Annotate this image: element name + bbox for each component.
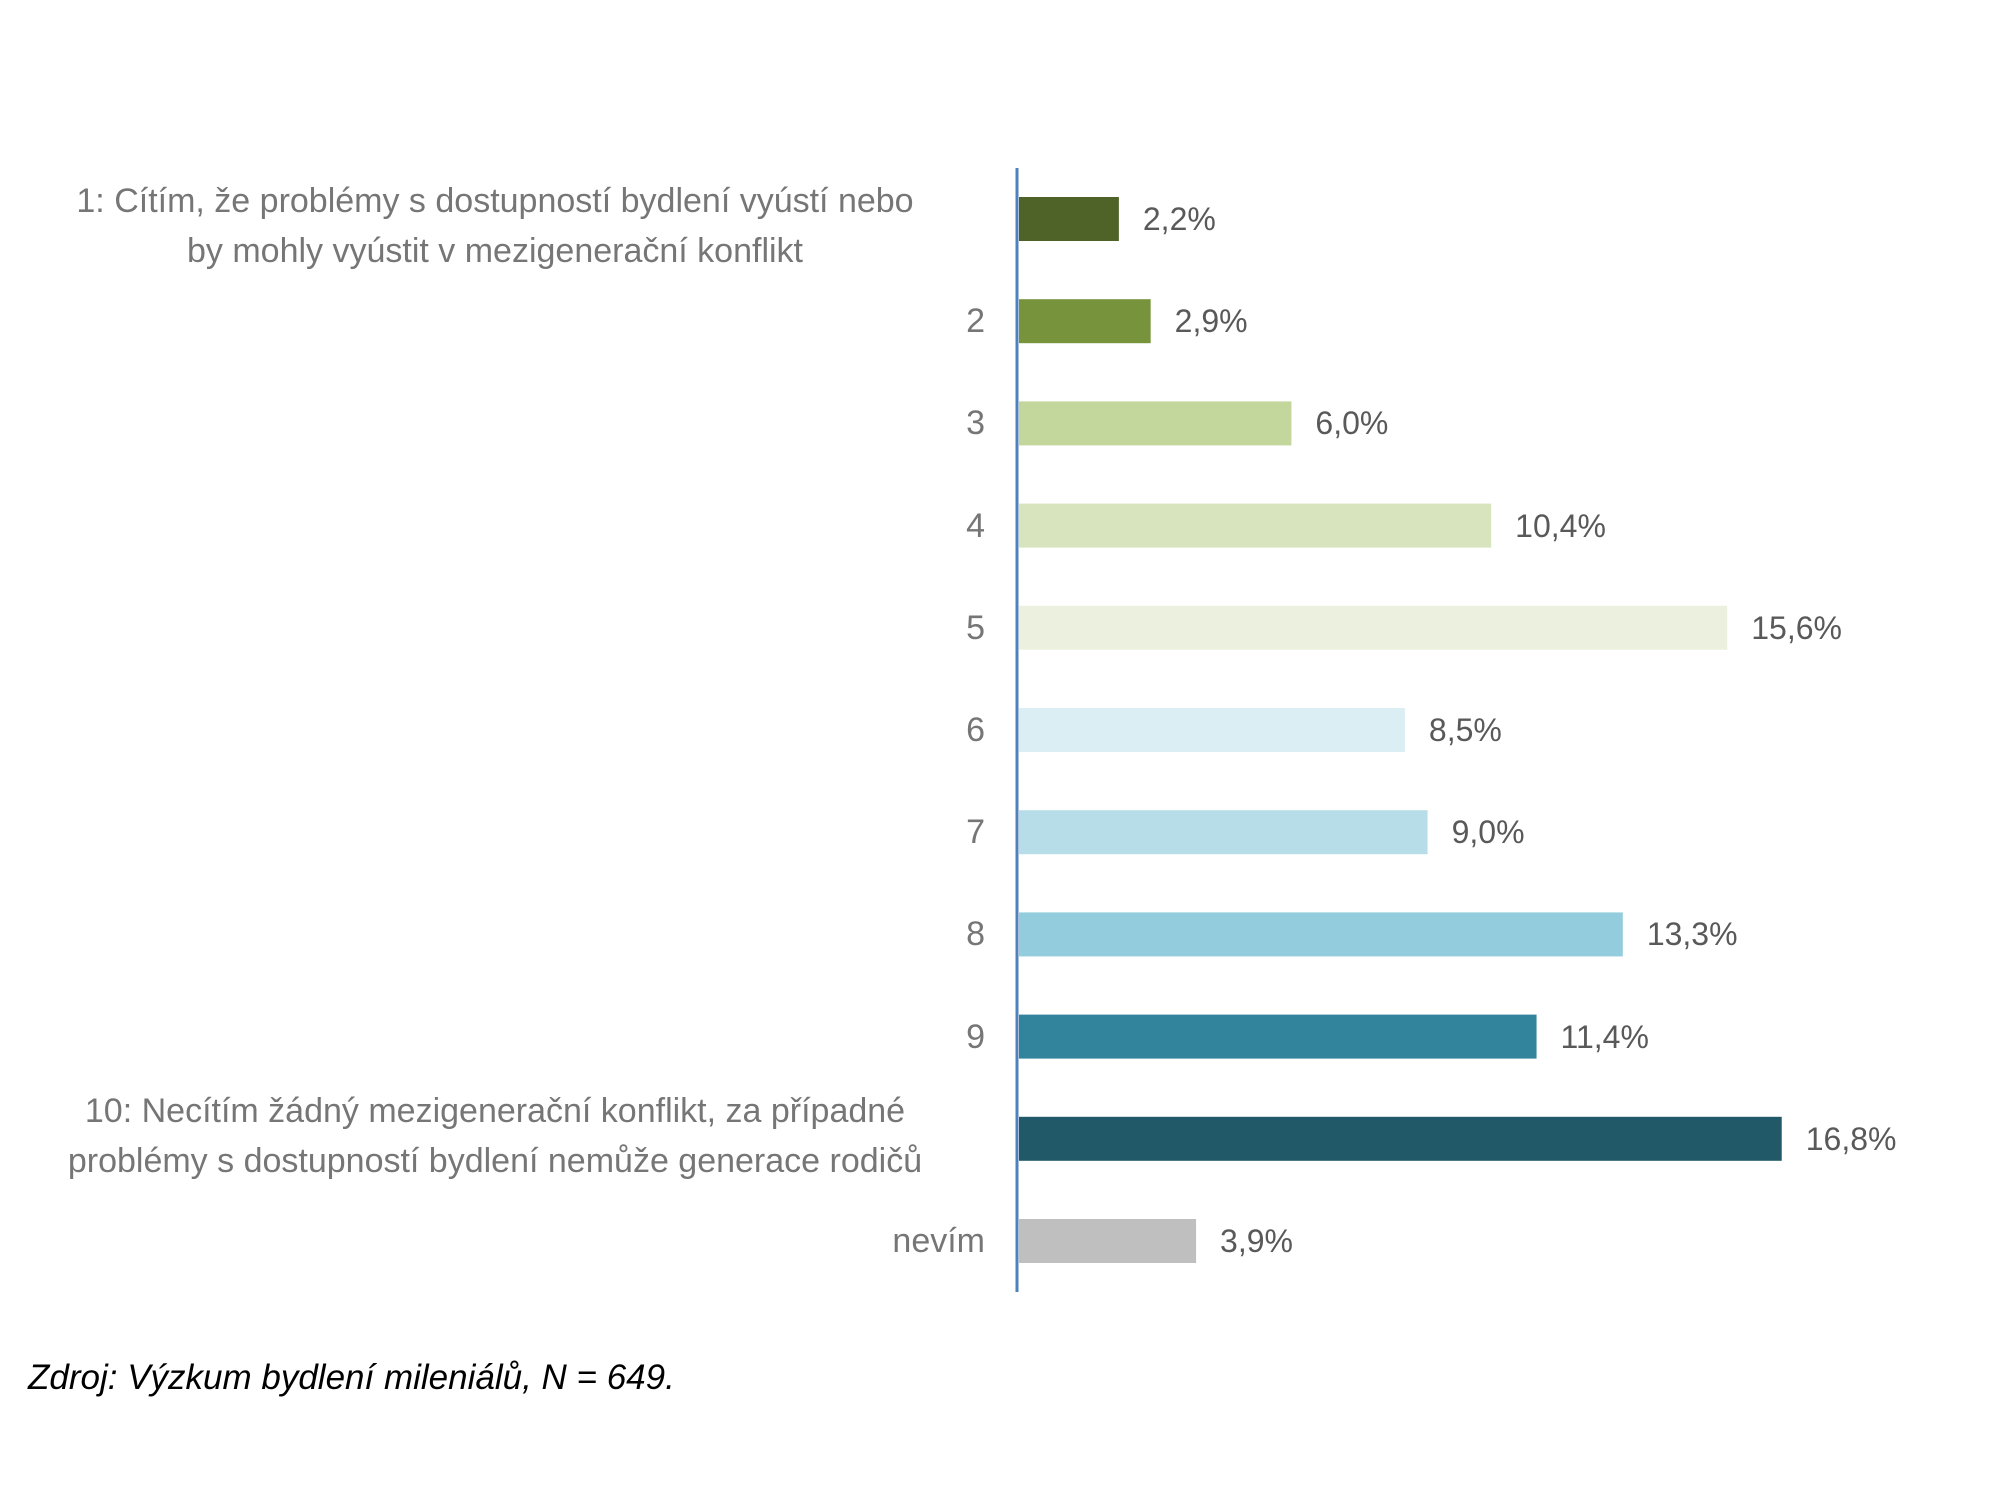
bar-3 <box>1019 401 1292 446</box>
chart-area: 2,2% 1: Cítím, že problémy s dostupností … <box>5 168 1897 1292</box>
category-label-line: 5 <box>966 608 985 647</box>
value-label-3: 6,0% <box>1315 405 1389 442</box>
category-label-line: 9 <box>966 1017 985 1056</box>
bar-4 <box>1019 503 1492 548</box>
bar-2 <box>1019 299 1151 344</box>
value-label-7: 9,0% <box>1451 814 1525 851</box>
category-label-line: 3 <box>966 404 985 443</box>
category-label-line: 4 <box>966 506 985 545</box>
category-label-1: 1: Cítím, že problémy s dostupností bydl… <box>5 176 985 276</box>
value-label-4: 10,4% <box>1515 507 1606 544</box>
category-label-7: 7 <box>5 807 985 857</box>
category-label-5: 5 <box>5 603 985 653</box>
value-label-9: 11,4% <box>1560 1018 1649 1055</box>
category-label-line: by mohly vyústit v mezigenerační konflik… <box>186 232 804 270</box>
category-label-line: 2 <box>966 302 985 341</box>
value-label-11: 3,9% <box>1220 1223 1293 1259</box>
bar-1 <box>1019 197 1119 241</box>
category-label-line: 7 <box>966 813 985 852</box>
bar-5 <box>1019 605 1728 650</box>
category-label-2: 2 <box>5 296 985 346</box>
category-label-3: 3 <box>5 398 985 448</box>
bar-6 <box>1019 708 1405 752</box>
value-label-6: 8,5% <box>1428 712 1502 748</box>
category-label-9: 9 <box>5 1012 985 1062</box>
bar-chart <box>1015 168 1782 1292</box>
category-label-line: 10: Necítím žádný mezigenerační konflikt… <box>84 1091 906 1130</box>
bar-10 <box>1019 1116 1782 1161</box>
bar-11 <box>1019 1219 1197 1263</box>
category-label-line: problémy s dostupností bydlení nemůže ge… <box>67 1141 923 1180</box>
category-label-line: nevím <box>892 1222 985 1260</box>
category-label-line: 8 <box>966 915 985 954</box>
value-label-2: 2,9% <box>1174 303 1248 340</box>
value-label-8: 13,3% <box>1646 916 1738 953</box>
category-label-6: 6 <box>5 705 985 755</box>
bar-8 <box>1019 912 1623 957</box>
category-label-8: 8 <box>5 909 985 959</box>
category-label-4: 4 <box>5 501 985 551</box>
category-label-11: nevím <box>5 1216 985 1266</box>
value-label-10: 16,8% <box>1805 1120 1897 1157</box>
category-label-line: 1: Cítím, že problémy s dostupností bydl… <box>76 182 914 220</box>
value-label-1: 2,2% <box>1142 201 1216 237</box>
value-label-5: 15,6% <box>1751 609 1842 646</box>
category-label-line: 6 <box>966 711 985 749</box>
source-note: Zdroj: Výzkum bydlení mileniálů, N = 649… <box>28 1358 675 1397</box>
bar-9 <box>1019 1014 1537 1059</box>
bar-7 <box>1019 810 1428 855</box>
category-label-10: 10: Necítím žádný mezigenerační konflikt… <box>5 1086 985 1186</box>
